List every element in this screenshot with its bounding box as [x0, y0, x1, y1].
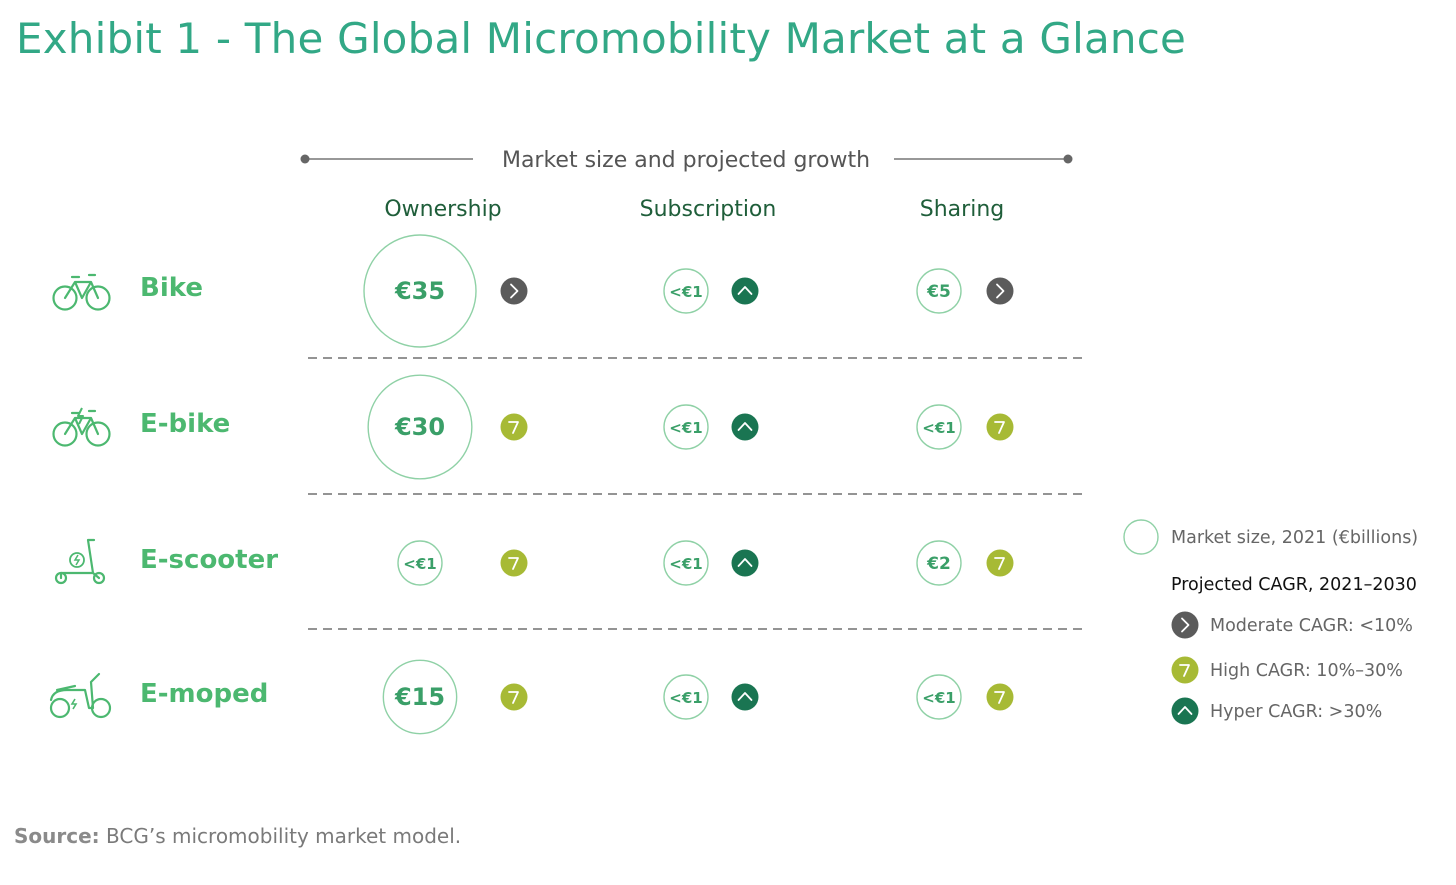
cagr-high-icon — [500, 549, 528, 577]
market-size-bubble: €15 — [382, 659, 458, 735]
bubble-label: <€1 — [922, 419, 955, 437]
market-size-bubble: €5 — [916, 268, 962, 314]
market-size-bubble: €35 — [363, 234, 477, 348]
bubble-circle — [363, 234, 477, 348]
chart-header-text: Market size and projected growth — [502, 148, 870, 173]
bubble-circle — [916, 404, 962, 450]
e-bike-icon — [52, 407, 111, 447]
column-header-sharing: Sharing — [920, 197, 1004, 222]
bubble-circle — [916, 268, 962, 314]
market-size-bubble: <€1 — [916, 674, 962, 720]
legend: Market size, 2021 (€billions) Projected C… — [1123, 519, 1418, 722]
bubble-circle — [663, 674, 709, 720]
row-label-e-bike: E-bike — [140, 409, 230, 439]
bubble-label: €5 — [926, 282, 951, 302]
header-rule-left-dot — [300, 154, 310, 164]
source-label: Source: — [14, 824, 100, 848]
bubble-label: <€1 — [669, 555, 702, 573]
bubble-label: <€1 — [669, 283, 702, 301]
cagr-moderate-icon — [500, 277, 528, 305]
market-size-bubble: <€1 — [663, 268, 709, 314]
cagr-hyper-icon — [731, 549, 759, 577]
cagr-high-icon — [500, 683, 528, 711]
cagr-high-icon — [986, 549, 1014, 577]
cagr-hyper-icon — [731, 277, 759, 305]
bubble-label: <€1 — [403, 555, 436, 573]
bubble-label: €35 — [394, 277, 445, 305]
column-header-subscription: Subscription — [640, 197, 777, 222]
market-size-bubble: <€1 — [397, 540, 443, 586]
source-text: BCG’s micromobility market model. — [106, 824, 462, 848]
source-note: Source: BCG’s micromobility market model… — [14, 824, 461, 848]
bubble-circle — [916, 674, 962, 720]
legend-high-icon — [1171, 656, 1199, 684]
bubble-label: <€1 — [669, 689, 702, 707]
bubble-circle — [367, 374, 473, 480]
legend-bubble-icon — [1123, 519, 1159, 555]
market-size-bubble: €2 — [916, 540, 962, 586]
bubble-label: <€1 — [922, 689, 955, 707]
row-label-bike: Bike — [140, 273, 203, 303]
legend-moderate-icon — [1171, 611, 1199, 639]
cagr-high-icon — [500, 413, 528, 441]
chart-title: Exhibit 1 - The Global Micromobility Mar… — [16, 14, 1187, 63]
market-size-bubble: <€1 — [663, 404, 709, 450]
market-size-bubble: €30 — [367, 374, 473, 480]
bubble-circle — [397, 540, 443, 586]
bubble-circle — [916, 540, 962, 586]
cagr-high-icon — [986, 413, 1014, 441]
cagr-high-icon — [986, 683, 1014, 711]
row-label-e-moped: E-moped — [140, 679, 268, 709]
market-size-bubble: <€1 — [663, 674, 709, 720]
bubble-circle — [382, 659, 458, 735]
header-rule-right-dot — [1063, 154, 1073, 164]
cagr-moderate-icon — [986, 277, 1014, 305]
bubble-circle — [663, 404, 709, 450]
market-size-bubble: <€1 — [663, 540, 709, 586]
e-scooter-icon — [54, 538, 106, 585]
bubble-label: €15 — [394, 683, 445, 711]
chart-header: Market size and projected growth — [300, 148, 1073, 173]
row-label-e-scooter: E-scooter — [140, 545, 278, 575]
market-size-bubble: <€1 — [916, 404, 962, 450]
bike-icon — [52, 273, 111, 311]
legend-market-size: Market size, 2021 (€billions) — [1171, 528, 1418, 548]
bubble-circle — [663, 268, 709, 314]
legend-moderate-label: Moderate CAGR: <10% — [1210, 616, 1413, 636]
legend-hyper-icon — [1171, 697, 1199, 725]
bubble-circle — [663, 540, 709, 586]
bubble-label: <€1 — [669, 419, 702, 437]
cagr-hyper-icon — [731, 683, 759, 711]
legend-hyper-label: Hyper CAGR: >30% — [1210, 702, 1382, 722]
e-moped-icon — [49, 672, 112, 719]
legend-high-label: High CAGR: 10%–30% — [1210, 661, 1403, 681]
column-header-ownership: Ownership — [384, 197, 501, 222]
cagr-hyper-icon — [731, 413, 759, 441]
bubble-label: €30 — [394, 413, 445, 441]
legend-cagr-title: Projected CAGR, 2021–2030 — [1171, 575, 1417, 595]
bubble-label: €2 — [926, 554, 951, 574]
